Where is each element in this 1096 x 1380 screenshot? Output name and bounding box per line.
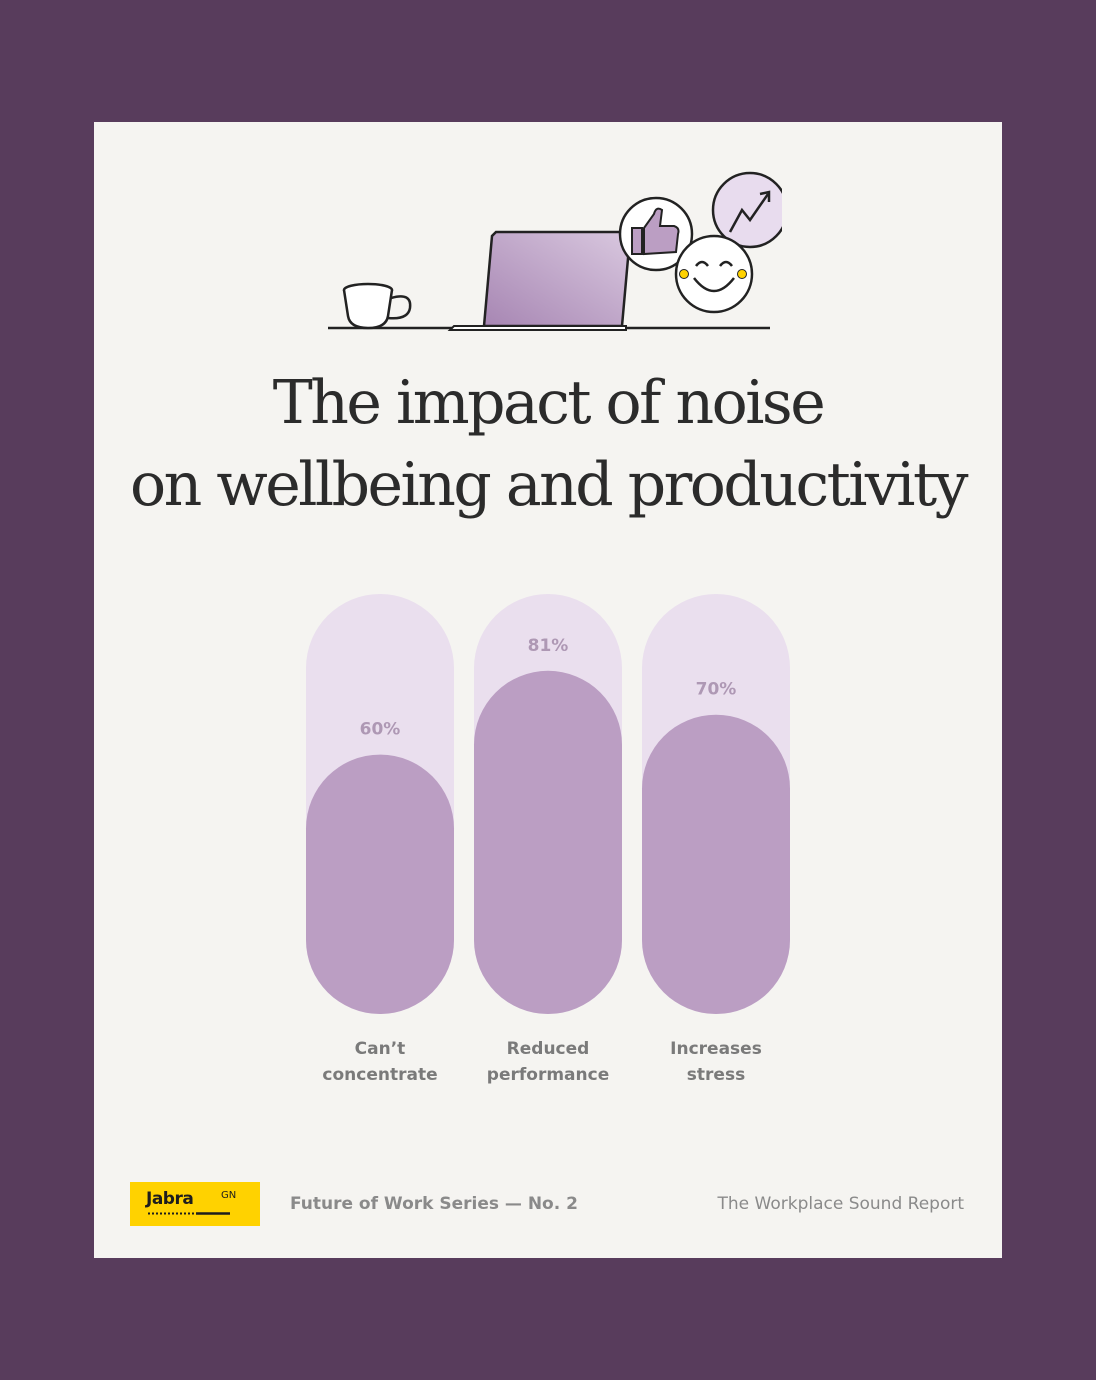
category-label: concentrate (322, 1065, 437, 1085)
laptop-icon (447, 230, 632, 331)
bar-value-label: 81% (528, 636, 569, 656)
logo-gn: GN (221, 1190, 237, 1201)
title-line-1: The impact of noise (272, 368, 826, 438)
bar-value-label: 60% (360, 720, 401, 740)
series-label: Future of Work Series — No. 2 (290, 1194, 578, 1214)
smiley-face-icon (674, 234, 754, 314)
bar (306, 754, 454, 1014)
trend-up-icon (711, 171, 782, 249)
bar (642, 714, 790, 1014)
category-label: Increases (670, 1039, 762, 1059)
jabra-logo: Jabra GN (130, 1182, 260, 1226)
desk-illustration (328, 171, 782, 331)
coffee-cup-icon (342, 282, 412, 330)
page-title: The impact of noise on wellbeing and pro… (94, 362, 1002, 526)
logo-brand: Jabra (146, 1189, 194, 1209)
bar-chart: 60% Can’t concentrate 81% Reduced performance… (306, 594, 790, 1085)
bar-value-label: 70% (696, 680, 737, 700)
title-line-2: on wellbeing and productivity (130, 450, 968, 520)
thumbs-up-icon (618, 196, 694, 272)
report-label: The Workplace Sound Report (717, 1194, 965, 1214)
category-label: Reduced (507, 1039, 590, 1059)
category-label: Can’t (355, 1039, 406, 1059)
category-label: performance (487, 1065, 609, 1085)
logo-underline (148, 1212, 230, 1215)
bar (474, 670, 622, 1014)
infographic-card: The impact of noise on wellbeing and pro… (94, 122, 1002, 1258)
category-label: stress (687, 1065, 745, 1085)
